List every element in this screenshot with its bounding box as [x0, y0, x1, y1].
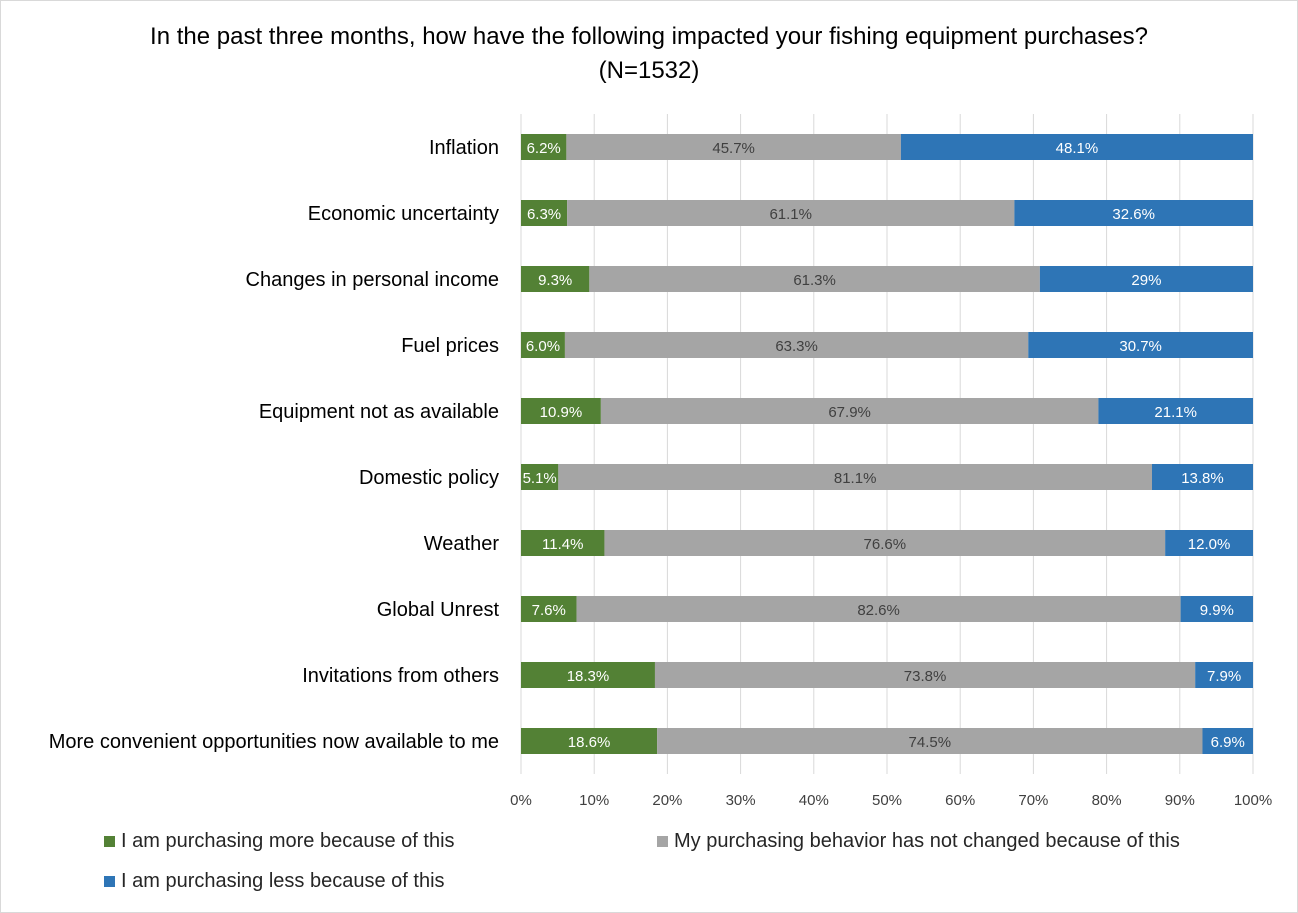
data-label: 10.9% [540, 404, 583, 421]
x-tick-label: 90% [1165, 792, 1195, 809]
bar-segment [521, 530, 605, 556]
bar-segment [1180, 596, 1253, 622]
bar-segment [1028, 332, 1253, 358]
category-label: Equipment not as available [259, 401, 499, 423]
data-label: 13.8% [1181, 470, 1224, 487]
data-label: 18.6% [568, 734, 611, 751]
data-label: 9.9% [1200, 602, 1234, 619]
legend-item-more: I am purchasing more because of this [104, 830, 455, 853]
bar-segment [1098, 398, 1253, 424]
data-label: 63.3% [775, 338, 818, 355]
x-tick-label: 10% [579, 792, 609, 809]
bar-segment [1039, 266, 1253, 292]
bar-segment [564, 332, 1029, 358]
category-label: Domestic policy [359, 467, 499, 489]
legend-swatch-less [104, 876, 115, 887]
bar-segment [521, 464, 559, 490]
x-tick-label: 80% [1092, 792, 1122, 809]
legend-label-unchanged: My purchasing behavior has not changed b… [674, 830, 1180, 852]
bar-segment [521, 332, 565, 358]
x-tick-label: 70% [1018, 792, 1048, 809]
bar-segment [600, 398, 1099, 424]
data-label: 61.1% [769, 206, 812, 223]
bar-segment [657, 728, 1203, 754]
data-label: 29% [1131, 272, 1161, 289]
bar-segment [576, 596, 1181, 622]
data-label: 74.5% [909, 734, 952, 751]
bar-segment [604, 530, 1166, 556]
data-label: 21.1% [1154, 404, 1197, 421]
x-tick-label: 20% [652, 792, 682, 809]
data-label: 30.7% [1119, 338, 1162, 355]
data-label: 45.7% [712, 140, 755, 157]
data-label: 76.6% [864, 536, 907, 553]
data-label: 5.1% [523, 470, 557, 487]
x-tick-label: 40% [799, 792, 829, 809]
data-label: 9.3% [538, 272, 572, 289]
bar-segment [1195, 662, 1253, 688]
data-label: 7.6% [532, 602, 566, 619]
data-label: 61.3% [793, 272, 836, 289]
data-label: 73.8% [904, 668, 947, 685]
category-label: Fuel prices [401, 335, 499, 357]
bar-segment [521, 134, 567, 160]
data-label: 6.9% [1211, 734, 1245, 751]
data-label: 6.0% [526, 338, 560, 355]
bar-segment [521, 596, 577, 622]
bar-segment [1151, 464, 1253, 490]
data-label: 6.2% [527, 140, 561, 157]
legend-swatch-unchanged [657, 836, 668, 847]
category-label: More convenient opportunities now availa… [49, 731, 499, 753]
data-label: 6.3% [527, 206, 561, 223]
data-label: 32.6% [1112, 206, 1155, 223]
category-label: Inflation [429, 137, 499, 159]
bar-segment [521, 398, 601, 424]
data-label: 67.9% [828, 404, 871, 421]
x-tick-label: 30% [726, 792, 756, 809]
bar-segment [654, 662, 1196, 688]
bar-segment [521, 662, 655, 688]
data-label: 7.9% [1207, 668, 1241, 685]
legend-label-less: I am purchasing less because of this [121, 870, 445, 892]
bar-segment [521, 266, 590, 292]
data-label: 11.4% [542, 536, 583, 553]
bar-segment [521, 200, 568, 226]
data-label: 18.3% [567, 668, 610, 685]
category-label: Economic uncertainty [308, 203, 499, 225]
x-tick-label: 50% [872, 792, 902, 809]
bar-segment [1165, 530, 1253, 556]
legend-item-unchanged: My purchasing behavior has not changed b… [657, 830, 1180, 853]
category-label: Global Unrest [377, 599, 500, 621]
x-tick-label: 60% [945, 792, 975, 809]
data-label: 48.1% [1056, 140, 1099, 157]
bar-segment [589, 266, 1040, 292]
bar-segment [1014, 200, 1253, 226]
legend-item-less: I am purchasing less because of this [104, 870, 445, 893]
legend-swatch-more [104, 836, 115, 847]
x-tick-label: 100% [1234, 792, 1272, 809]
bar-segment [521, 728, 658, 754]
data-label: 12.0% [1188, 536, 1231, 553]
category-label: Invitations from others [302, 665, 499, 687]
data-label: 81.1% [834, 470, 877, 487]
bar-segment [558, 464, 1152, 490]
bar-segment [1202, 728, 1253, 754]
bar-segment [567, 200, 1015, 226]
category-label: Changes in personal income [246, 269, 500, 291]
bar-segment [566, 134, 901, 160]
category-label: Weather [424, 533, 500, 555]
chart-title: In the past three months, how have the f… [150, 23, 1148, 84]
legend-label-more: I am purchasing more because of this [121, 830, 455, 852]
bar-segment [900, 134, 1253, 160]
x-tick-label: 0% [510, 792, 532, 809]
data-label: 82.6% [857, 602, 900, 619]
